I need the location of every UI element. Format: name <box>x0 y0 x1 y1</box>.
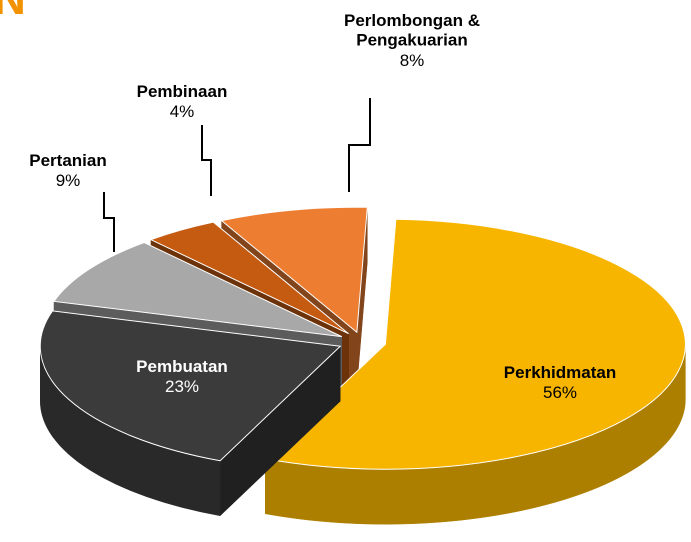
value-label: 9% <box>56 171 81 190</box>
pie-slice <box>264 218 686 525</box>
slice-top <box>53 242 342 338</box>
slice-top <box>149 221 349 335</box>
value-label: 23% <box>165 377 199 396</box>
slice-top <box>39 310 342 462</box>
leader-line <box>348 98 371 192</box>
chart-title: N <box>0 0 26 24</box>
value-label: 8% <box>400 51 425 70</box>
slice-top <box>220 206 368 334</box>
category-label: Pembinaan <box>137 82 228 101</box>
category-label: Pembuatan <box>136 357 228 376</box>
slice-top <box>264 218 686 470</box>
leader-lines <box>103 98 371 252</box>
pie-slice <box>39 310 342 517</box>
value-label: 56% <box>543 383 577 402</box>
leader-line <box>201 125 212 196</box>
category-label: Pertanian <box>29 151 106 170</box>
pie <box>39 206 686 525</box>
category-label: Perlombongan & Pengakuarian <box>344 11 480 50</box>
category-label: Perkhidmatan <box>504 363 616 382</box>
value-label: 4% <box>170 102 195 121</box>
leader-line <box>103 192 115 252</box>
